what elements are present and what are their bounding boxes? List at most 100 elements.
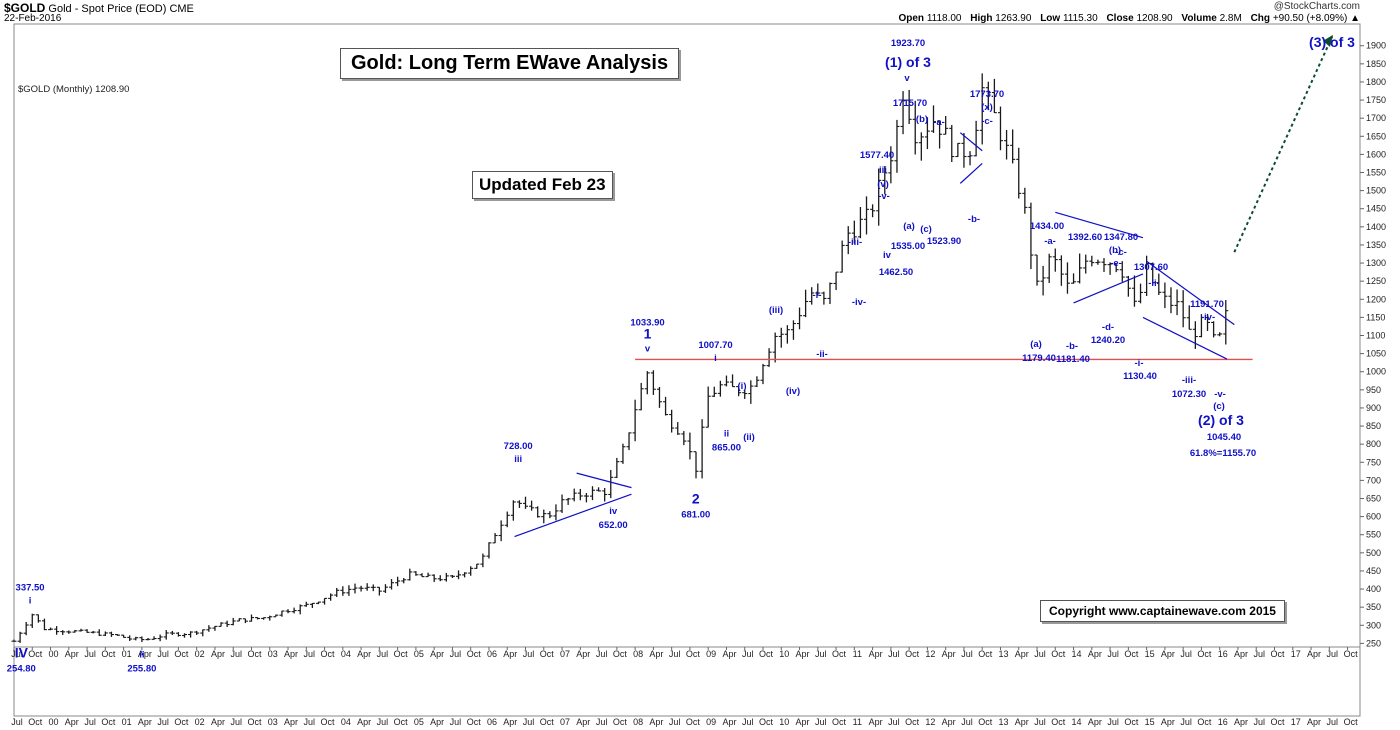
x-tick-label-bottom: Jul (596, 717, 608, 727)
y-tick-label: 450 (1366, 566, 1381, 576)
wave-label: 1392.60 (1068, 232, 1102, 243)
y-tick-label: 1900 (1366, 41, 1386, 51)
y-tick-label: 650 (1366, 493, 1381, 503)
open-label: Open (898, 13, 925, 24)
ohlc-summary: Open 1118.00 High 1263.90 Low 1115.30 Cl… (892, 13, 1360, 24)
x-tick-label-top: Apr (942, 649, 956, 659)
chart-symbol-header: $GOLD Gold - Spot Price (EOD) CME (4, 1, 194, 15)
wave-label: -ii- (1148, 278, 1160, 289)
wave-annotation-0: 254.80 (7, 664, 36, 675)
wave-label: 61.8%=1155.70 (1190, 448, 1256, 459)
wave-label: -v- (878, 191, 890, 202)
wave-label: 1045.40 (1207, 432, 1241, 443)
wave-label: 1715.70 (893, 98, 927, 109)
x-tick-label-top: Oct (467, 649, 482, 659)
wave-label: -a- (933, 117, 945, 128)
x-tick-label-bottom: Apr (796, 717, 810, 727)
x-tick-label-bottom: Oct (686, 717, 701, 727)
symbol-text: $GOLD (4, 1, 46, 15)
x-tick-label-bottom: 16 (1218, 717, 1228, 727)
x-tick-label-top: 08 (633, 649, 643, 659)
wave-annotation-0: IV (15, 645, 29, 661)
high-label: High (970, 13, 993, 24)
wave-annotation-1: i (29, 596, 32, 607)
copyright-box: Copyright www.captainewave.com 2015 (1040, 600, 1285, 622)
x-tick-label-bottom: Oct (101, 717, 116, 727)
y-tick-label: 1100 (1366, 331, 1385, 341)
wave-label: -iv- (852, 297, 866, 308)
x-tick-label-top: 17 (1291, 649, 1301, 659)
y-tick-label: 600 (1366, 512, 1381, 522)
x-tick-label-top: Apr (503, 649, 517, 659)
y-tick-label: 1750 (1366, 95, 1386, 105)
x-tick-label-top: Oct (247, 649, 262, 659)
x-tick-label-top: 06 (487, 649, 497, 659)
projection-target-label: (3) of 3 (1309, 34, 1355, 50)
wave-label: (v) (877, 179, 889, 190)
x-tick-label-top: Jul (377, 649, 389, 659)
wave-label: -c- (1115, 247, 1127, 258)
wave-label: iv (883, 250, 892, 261)
y-tick-label: 1250 (1366, 276, 1386, 286)
wave-label: -iv- (1201, 312, 1215, 323)
triangle-2-upper-line (1055, 211, 1144, 239)
y-tick-label: 900 (1366, 403, 1381, 413)
lower-panel-frame (13, 646, 1361, 717)
x-tick-label-bottom: Jul (1180, 717, 1192, 727)
x-tick-label-bottom: Oct (1270, 717, 1285, 727)
x-tick-label-top: Apr (138, 649, 152, 659)
x-tick-label-top: Oct (101, 649, 116, 659)
x-tick-label-bottom: Apr (1161, 717, 1175, 727)
wave-label: v (904, 73, 910, 84)
x-tick-label-bottom: Jul (157, 717, 169, 727)
x-tick-label-top: 15 (1145, 649, 1155, 659)
x-tick-label-top: Jul (888, 649, 900, 659)
x-tick-label-top: Oct (613, 649, 628, 659)
x-tick-label-top: 12 (925, 649, 935, 659)
x-tick-label-bottom: 10 (779, 717, 789, 727)
wave-label: -b- (968, 214, 980, 225)
x-tick-label-bottom: Jul (961, 717, 973, 727)
wave-label: 1347.80 (1104, 232, 1138, 243)
x-tick-label-bottom: Jul (1327, 717, 1339, 727)
wave-annotation-2: 255.80 (127, 663, 156, 674)
wave-label: 1523.90 (927, 236, 961, 247)
wave-label: -i- (813, 290, 822, 301)
x-tick-label-top: Oct (1344, 649, 1359, 659)
wave-label: 1462.50 (879, 267, 913, 278)
x-tick-label-top: 04 (341, 649, 351, 659)
x-tick-label-top: Oct (174, 649, 189, 659)
x-tick-label-top: Jul (304, 649, 316, 659)
y-tick-label: 1600 (1366, 149, 1386, 159)
triangle-lower-line (514, 493, 632, 538)
x-tick-label-bottom: Oct (321, 717, 336, 727)
x-tick-label-top: Oct (832, 649, 847, 659)
wave-label: 1773.70 (970, 89, 1004, 100)
x-tick-label-bottom: Apr (211, 717, 225, 727)
x-tick-label-bottom: 07 (560, 717, 570, 727)
x-tick-label-top: Apr (430, 649, 444, 659)
wave-label: -v- (1214, 389, 1226, 400)
x-tick-label-bottom: Jul (742, 717, 754, 727)
x-tick-label-bottom: Oct (1124, 717, 1139, 727)
x-tick-label-bottom: Apr (65, 717, 79, 727)
x-tick-label-top: 09 (706, 649, 716, 659)
x-tick-label-top: Oct (905, 649, 920, 659)
x-tick-label-top: 00 (49, 649, 59, 659)
wave-annotation-5: 1033.90 (630, 317, 664, 328)
x-tick-label-bottom: 13 (998, 717, 1008, 727)
x-tick-label-bottom: Jul (1253, 717, 1265, 727)
x-tick-label-top: Jul (523, 649, 535, 659)
wave-label: (1) of 3 (885, 54, 931, 70)
x-tick-label-top: Apr (211, 649, 225, 659)
x-tick-label-top: Oct (540, 649, 555, 659)
chg-label: Chg (1250, 13, 1271, 24)
wave-label: (a) (903, 221, 915, 232)
x-tick-label-bottom: 11 (853, 717, 862, 727)
x-tick-label-bottom: 03 (268, 717, 278, 727)
x-tick-label-bottom: Oct (613, 717, 628, 727)
wave-label: 1577.40 (860, 150, 894, 161)
y-tick-label: 700 (1366, 475, 1381, 485)
wave-label: (c) (1213, 401, 1225, 412)
